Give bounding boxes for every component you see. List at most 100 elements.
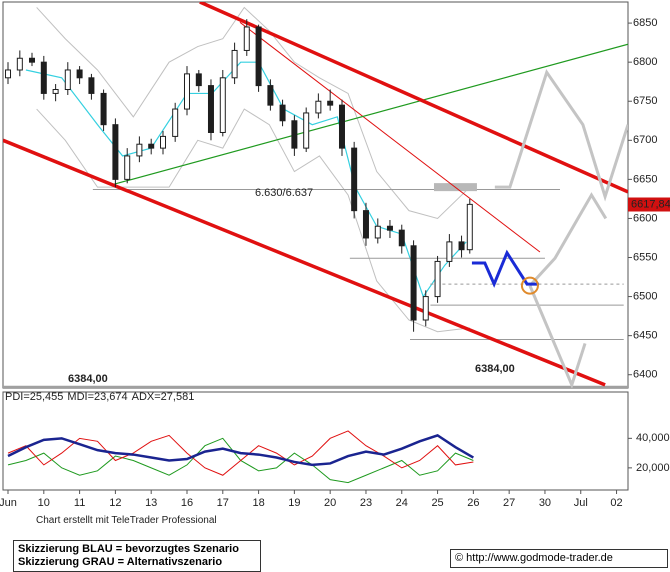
last-price-label: 6617,84 [631,198,670,210]
x-tick-label: 16 [181,497,193,509]
y-tick-label: 6650 [633,173,657,185]
candle-body [315,100,322,114]
main-panel [2,1,629,389]
y-tick-label: 6700 [633,134,657,146]
x-tick-label: 18 [252,497,264,509]
candle-body [267,85,274,106]
candle-body [136,143,143,157]
candle-body [231,49,238,79]
candle-body [64,69,71,91]
candle-body [255,26,262,87]
candle-body [291,120,298,149]
x-tick-label: Jul [574,497,588,509]
candle-body [183,73,190,110]
y-tick-label: 40,000 [636,432,670,444]
candle-body [410,245,417,321]
candle-body [446,241,453,262]
overlay-line [471,249,539,288]
x-tick-label: 25 [431,497,443,509]
candle-body [124,155,131,180]
x-tick-label: 10 [38,497,50,509]
credit: Chart erstellt mit TeleTrader Profession… [36,515,217,526]
candle-body [172,108,179,137]
candle-body [28,57,35,63]
overlay-line [36,6,471,219]
x-tick-label: 30 [539,497,551,509]
candle-body [16,57,23,71]
candle-body [422,296,429,321]
candle-body [88,77,95,94]
overlay-line [494,68,628,202]
y-tick-label: 20,000 [636,462,670,474]
y-tick-label: 6600 [633,212,657,224]
y-tick-label: 6450 [633,330,657,342]
x-tick-label: 27 [503,497,515,509]
candle-body [374,225,381,239]
x-tick-label: 02 [610,497,622,509]
support-label: 6384,00 [68,373,108,385]
candle-body [386,225,393,231]
y-tick-label: 6850 [633,17,657,29]
x-tick-label: 20 [324,497,336,509]
x-tick-label: 17 [217,497,229,509]
y-tick-label: 6750 [633,95,657,107]
last-price-tag [628,197,670,212]
overlay-line [111,43,628,186]
candle-body [398,229,405,247]
overlay-line [528,285,587,388]
y-tick-label: 6550 [633,251,657,263]
candle-body [160,135,167,149]
x-tick-label: 12 [109,497,121,509]
legend-entry: ADX=27,581 [132,391,195,403]
candle-body [458,241,465,251]
candle-body [303,112,310,149]
note-gray: Skizzierung GRAU = Alternativszenario [18,556,223,568]
candle-body [52,89,59,94]
candle-body [338,104,345,149]
candle-body [76,69,83,79]
url[interactable]: © http://www.godmode-trader.de [455,552,613,564]
overlay-line [3,138,606,387]
candle-body [112,124,119,180]
candle-body [40,61,47,94]
candle-body [100,92,107,126]
candle-body [195,73,202,87]
candle-body [466,203,473,251]
candle-body [5,69,12,79]
legend-box: Skizzierung BLAU = bevorzugtes Szenario … [13,540,261,572]
indicator-line [7,434,474,467]
legend-entry: MDI=23,674 [67,391,127,403]
x-tick-label: 13 [145,497,157,509]
overlay-line [528,192,608,287]
candle-body [327,100,334,106]
overlay-line [199,2,628,194]
candle-body [434,260,441,298]
y-tick-label: 6800 [633,56,657,68]
indicator-line [7,430,474,476]
candle-body [148,143,155,149]
overlay-line [239,21,541,253]
candle-body [243,26,250,51]
x-tick-label: 11 [74,497,85,509]
legend-entry: PDI=25,455 [5,391,63,403]
level-label: 6.630/6.637 [255,187,313,199]
y-tick-label: 6400 [633,369,657,381]
chart: 6400 6450 6500 6550 6600 6650 6700 6750 6800 6850… [0,1,670,509]
scenario-marker [520,276,539,295]
x-tick-label: 24 [396,497,408,509]
candle-body [351,147,358,212]
candle-body [219,77,226,133]
x-tick-label: 19 [288,497,300,509]
main-plot [3,2,628,388]
x-tick-label: 23 [360,497,372,509]
note-blue: Skizzierung BLAU = bevorzugtes Szenario [18,543,239,555]
candle-body [362,210,369,239]
url-box: © http://www.godmode-trader.de [450,549,668,568]
x-tick-label: 26 [467,497,479,509]
candle-body [207,85,214,133]
support-label: 6384,00 [475,363,515,375]
candle-body [279,104,286,122]
y-tick-label: 6500 [633,290,657,302]
x-tick-label: Jun [0,497,17,509]
